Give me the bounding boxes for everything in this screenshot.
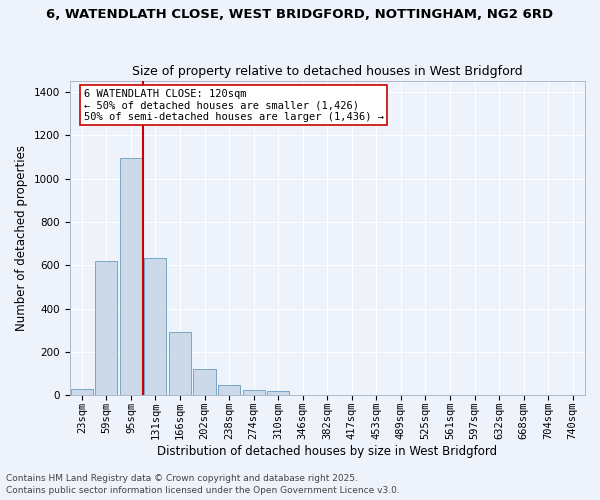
Bar (120, 158, 142, 395)
X-axis label: Distribution of detached houses by size in West Bridgford: Distribution of detached houses by size … (157, 444, 497, 458)
Bar (267, 392, 289, 395)
Bar (169, 332, 191, 395)
Bar (218, 385, 240, 395)
Text: 6 WATENDLATH CLOSE: 120sqm
← 50% of detached houses are smaller (1,426)
50% of s: 6 WATENDLATH CLOSE: 120sqm ← 50% of deta… (84, 88, 384, 122)
Text: Contains HM Land Registry data © Crown copyright and database right 2025.
Contai: Contains HM Land Registry data © Crown c… (6, 474, 400, 495)
Bar (95, 261, 118, 395)
Bar (193, 369, 215, 395)
Text: 6, WATENDLATH CLOSE, WEST BRIDGFORD, NOTTINGHAM, NG2 6RD: 6, WATENDLATH CLOSE, WEST BRIDGFORD, NOT… (46, 8, 554, 20)
Y-axis label: Number of detached properties: Number of detached properties (15, 145, 28, 331)
Bar (242, 390, 265, 395)
Bar (145, 258, 166, 395)
Bar (71, 388, 93, 395)
Title: Size of property relative to detached houses in West Bridgford: Size of property relative to detached ho… (132, 66, 523, 78)
